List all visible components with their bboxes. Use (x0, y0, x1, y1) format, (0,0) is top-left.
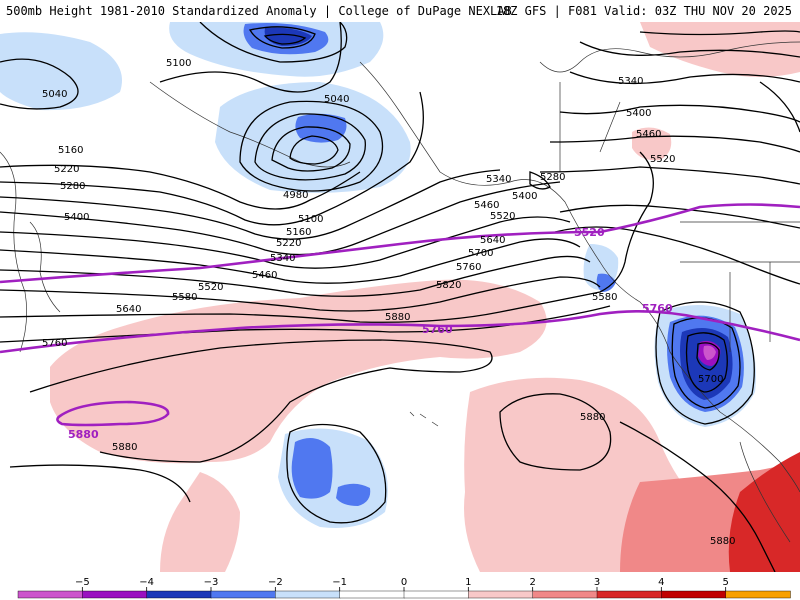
contour-label-5340: 5340 (618, 76, 643, 87)
colorbar-swatch (725, 590, 791, 599)
contour-label-4980: 4980 (283, 190, 308, 201)
contour-label-5880: 5880 (580, 412, 605, 423)
contour-label-5040: 5040 (42, 89, 67, 100)
colorbar-swatch (275, 590, 341, 599)
contour-label-5880: 5880 (385, 312, 410, 323)
contour-label-5220: 5220 (54, 164, 79, 175)
map-canvas: 5040 5100 5040 5160 5220 5280 5400 4980 … (0, 22, 800, 572)
model-run-info: 18Z GFS | F081 Valid: 03Z THU NOV 20 202… (495, 4, 792, 18)
colorbar-swatch (403, 590, 470, 599)
contour-label-5400: 5400 (626, 108, 651, 119)
contour-label-5700: 5700 (468, 248, 493, 259)
contour-label-5520: 5520 (198, 282, 223, 293)
highlight-labels: 5520 5760 5760 5880 (68, 226, 673, 441)
contour-label-5460: 5460 (474, 200, 499, 211)
contour-label-5580: 5580 (172, 292, 197, 303)
neg-anomaly-bc-core (596, 273, 616, 292)
colorbar-tick-label: −1 (332, 577, 347, 588)
contour-label-5400: 5400 (64, 212, 89, 223)
colorbar-ticks: −5 −4 −3 −2 −1 0 1 2 3 4 5 (75, 577, 729, 591)
contour-label-5880: 5880 (710, 536, 735, 547)
contour-label-5160: 5160 (58, 145, 83, 156)
contour-label-5100: 5100 (298, 214, 323, 225)
colorbar-tick-label: −3 (204, 577, 219, 588)
colorbar-tick-label: 3 (594, 577, 600, 588)
contour-label-5640: 5640 (480, 235, 505, 246)
colorbar-swatch (339, 590, 405, 599)
colorbar-tick-label: 2 (529, 577, 535, 588)
colorbar-swatch (210, 590, 277, 599)
contour-label-5880: 5880 (112, 442, 137, 453)
pos-anomaly-mexico-core (728, 452, 800, 572)
highlight-label-5760: 5760 (642, 302, 673, 315)
contour-label-5760: 5760 (42, 338, 67, 349)
contour-label-5520: 5520 (650, 154, 675, 165)
pos-anomaly-northeast (640, 22, 800, 77)
highlight-contours (0, 203, 800, 427)
colorbar-swatch (146, 590, 212, 599)
colorbar-tick-label: −2 (268, 577, 283, 588)
contour-label-5820: 5820 (436, 280, 461, 291)
highlight-label-5520: 5520 (574, 226, 605, 239)
colorbar-tick-label: 4 (658, 577, 664, 588)
contour-label-5700: 5700 (698, 374, 723, 385)
colorbar-swatch (661, 590, 727, 599)
title-bar: 500mb Height 1981-2010 Standardized Anom… (0, 0, 800, 22)
neg-anomaly-subtropical-core-2 (336, 483, 371, 506)
contour-label-5460: 5460 (636, 129, 661, 140)
colorbar-tick-label: 1 (465, 577, 471, 588)
map-title: 500mb Height 1981-2010 Standardized Anom… (6, 4, 512, 18)
colorbar-swatch (82, 590, 148, 599)
colorbar-swatch (17, 590, 84, 599)
contour-label-5760: 5760 (456, 262, 481, 273)
colorbar-tick-label: −4 (139, 577, 154, 588)
highlight-label-5880: 5880 (68, 428, 99, 441)
contour-label-5340: 5340 (486, 174, 511, 185)
anomaly-colorbar: −5 −4 −3 −2 −1 0 1 2 3 4 5 (0, 572, 800, 600)
contour-label-5280: 5280 (60, 181, 85, 192)
colorbar-tick-label: 5 (722, 577, 728, 588)
contour-label-5280: 5280 (540, 172, 565, 183)
contour-label-5040: 5040 (324, 94, 349, 105)
contour-label-5220: 5220 (276, 238, 301, 249)
contour-label-5640: 5640 (116, 304, 141, 315)
contour-label-5400: 5400 (512, 191, 537, 202)
contour-label-5340: 5340 (270, 253, 295, 264)
contour-label-5160: 5160 (286, 227, 311, 238)
contour-label-5580: 5580 (592, 292, 617, 303)
colorbar-tick-label: 0 (401, 577, 407, 588)
neg-anomaly-ca-5 (703, 345, 716, 360)
contour-labels: 5040 5100 5040 5160 5220 5280 5400 4980 … (42, 58, 735, 547)
highlight-label-5760: 5760 (422, 323, 453, 336)
colorbar-swatch (596, 590, 663, 599)
contour-label-5460: 5460 (252, 270, 277, 281)
colorbar-swatches (17, 590, 791, 599)
colorbar-swatch (532, 590, 598, 599)
colorbar-tick-label: −5 (75, 577, 90, 588)
contour-label-5520: 5520 (490, 211, 515, 222)
contour-label-5100: 5100 (166, 58, 191, 69)
colorbar-swatch (468, 590, 534, 599)
pos-anomaly-south (160, 472, 240, 572)
neg-anomaly-subtropical-core (291, 438, 333, 499)
